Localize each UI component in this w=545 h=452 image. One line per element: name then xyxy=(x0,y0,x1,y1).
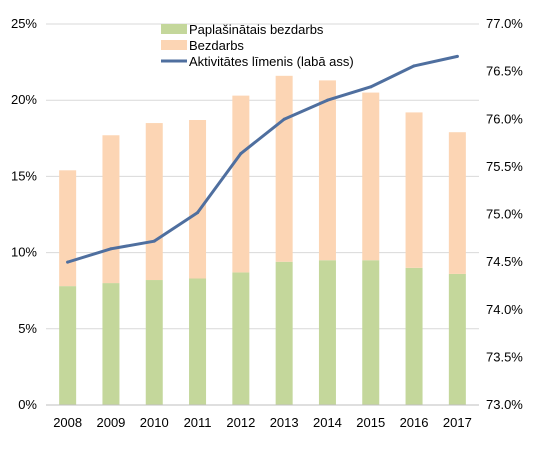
bar-bezdarbs xyxy=(59,170,77,287)
bar-bezdarbs xyxy=(145,123,163,281)
bar-bezdarbs xyxy=(232,95,250,273)
bar-paplasinatais-bezdarbs xyxy=(232,272,250,405)
line-point xyxy=(239,152,243,156)
y-tick-label: 15% xyxy=(11,168,37,183)
y2-tick-label: 76.5% xyxy=(486,64,523,79)
y2-tick-label: 75.0% xyxy=(486,207,523,222)
line-point xyxy=(109,247,113,251)
line-point xyxy=(66,260,70,264)
bar-bezdarbs xyxy=(318,80,336,261)
x-tick-label: 2008 xyxy=(53,415,82,430)
legend-swatch xyxy=(161,24,187,34)
y2-tick-label: 77.0% xyxy=(486,16,523,31)
line-series xyxy=(66,54,459,264)
line-point xyxy=(282,117,286,121)
y-tick-label: 10% xyxy=(11,245,37,260)
bar-paplasinatais-bezdarbs xyxy=(275,261,293,405)
bar-series xyxy=(59,75,466,405)
y-tick-label: 20% xyxy=(11,92,37,107)
legend-swatch xyxy=(161,40,187,50)
y-tick-label: 5% xyxy=(18,321,37,336)
x-tick-label: 2012 xyxy=(226,415,255,430)
bar-bezdarbs xyxy=(275,75,293,262)
x-tick-label: 2016 xyxy=(400,415,429,430)
x-tick-label: 2015 xyxy=(356,415,385,430)
bar-bezdarbs xyxy=(362,92,380,261)
x-tick-label: 2017 xyxy=(443,415,472,430)
bar-bezdarbs xyxy=(405,112,423,268)
bar-paplasinatais-bezdarbs xyxy=(405,267,423,405)
x-tick-label: 2013 xyxy=(270,415,299,430)
legend: Paplašinātais bezdarbsBezdarbsAktivitāte… xyxy=(161,22,354,69)
y2-tick-label: 73.0% xyxy=(486,397,523,412)
line-point xyxy=(369,85,373,89)
bar-paplasinatais-bezdarbs xyxy=(145,280,163,405)
bar-bezdarbs xyxy=(189,120,207,279)
bar-bezdarbs xyxy=(448,132,466,274)
legend-label: Paplašinātais bezdarbs xyxy=(189,22,324,37)
bar-paplasinatais-bezdarbs xyxy=(362,260,380,405)
line-point xyxy=(196,211,200,215)
legend-label: Bezdarbs xyxy=(189,38,244,53)
y2-tick-label: 73.5% xyxy=(486,349,523,364)
y2-tick-label: 74.5% xyxy=(486,254,523,269)
y2-tick-label: 75.5% xyxy=(486,159,523,174)
y2-tick-label: 76.0% xyxy=(486,111,523,126)
legend-label: Aktivitātes līmenis (labā ass) xyxy=(189,54,354,69)
line-point xyxy=(325,98,329,102)
line-point xyxy=(412,64,416,68)
bar-paplasinatais-bezdarbs xyxy=(102,283,120,405)
line-point xyxy=(152,239,156,243)
x-tick-label: 2010 xyxy=(140,415,169,430)
y2-tick-label: 74.0% xyxy=(486,302,523,317)
x-tick-label: 2011 xyxy=(184,415,212,430)
line-point xyxy=(455,54,459,58)
x-tick-label: 2014 xyxy=(313,415,342,430)
bar-paplasinatais-bezdarbs xyxy=(448,273,466,405)
x-tick-label: 2009 xyxy=(96,415,125,430)
axes: 0% 5% 10% 15% 20% 25% 73.0% 73.5% 74.0% 74.5% 75.0… xyxy=(11,16,523,430)
bar-paplasinatais-bezdarbs xyxy=(318,260,336,405)
bar-paplasinatais-bezdarbs xyxy=(189,278,207,405)
bar-bezdarbs xyxy=(102,135,120,284)
bar-paplasinatais-bezdarbs xyxy=(59,286,77,405)
y-tick-label: 0% xyxy=(18,397,37,412)
y-tick-label: 25% xyxy=(11,16,37,31)
line-aktivitates-limenis xyxy=(66,54,459,264)
